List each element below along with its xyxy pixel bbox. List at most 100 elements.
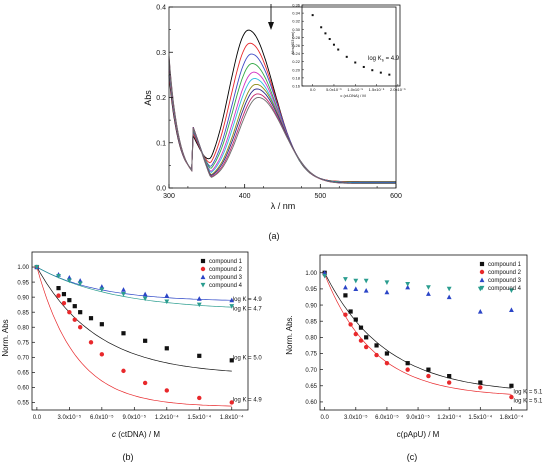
inset-annotation: log Kb = 4.9 <box>368 56 400 63</box>
spectrum-line-10 <box>168 55 396 184</box>
panel-c-x-tick-label: 0.0 <box>320 415 329 421</box>
panel-b-x-tick-label: 1.8x10⁻⁴ <box>220 414 244 421</box>
panel-b-data-point <box>121 331 126 336</box>
panel-b-data-point <box>121 368 126 374</box>
panel-b-y-tick-label: 0.60 <box>17 386 29 392</box>
panel-a-x-axis-label: λ / nm <box>271 201 296 211</box>
panel-b-data-point <box>197 353 202 358</box>
panel-c-y-axis-label: Norm. Abs. <box>285 315 294 355</box>
panel-b-data-point <box>164 346 169 351</box>
panel-b-data-point <box>164 293 170 298</box>
panel-b-data-point <box>88 340 94 345</box>
inset-data-point <box>311 14 314 17</box>
panel-b-data-point <box>229 400 234 405</box>
panel-b-y-tick-label: 0.65 <box>17 371 29 377</box>
panel-b-data-point <box>229 297 235 303</box>
panel-b-data-point <box>77 325 83 330</box>
panel-c-data-point <box>353 317 358 322</box>
inset-x-tick-label: 0.0 <box>310 87 316 92</box>
spectrum-line-1 <box>168 29 396 183</box>
inset-y-tick-label: 0.16 <box>292 84 301 89</box>
panel-c-data-point <box>384 289 390 295</box>
panel-c-data-point <box>384 351 390 356</box>
panel-a-y-axis-label: Abs <box>143 90 153 106</box>
panel-a-x-tick-label: 500 <box>314 193 326 200</box>
panel-c-y-tick-label: 0.80 <box>305 336 317 342</box>
inset-x-tick-label: 2.0x10⁻⁵ <box>390 87 406 92</box>
panel-b-legend-marker <box>200 282 206 288</box>
panel-b-legend-label: compound 1 <box>209 259 243 265</box>
panel-c-data-point <box>405 367 410 372</box>
panel-a-y-tick-label: 0.3 <box>156 50 166 57</box>
panel-b-fit-curve-2 <box>36 266 232 407</box>
panel-c-data-point <box>358 325 364 330</box>
panel-b-y-tick-label: 0.95 <box>17 280 29 286</box>
spectrum-line-2 <box>168 42 396 183</box>
panel-c-data-point <box>509 288 514 294</box>
panel-c-legend-label: compound 4 <box>488 286 522 292</box>
panel-c-axes: 0.60 0.65 0.70 0.75 0.80 0.85 0.90 0.95 1.00 0.0 3… <box>305 254 528 421</box>
panel-c-annotations: log K = 5.1 log K = 5.1 <box>514 390 544 405</box>
panel-c-data-point <box>343 293 348 298</box>
panel-c-data-point <box>343 284 348 290</box>
panel-b-legend-label: compound 2 <box>209 267 243 273</box>
panel-a-uv-vis-spectra: 300 400 500 600 0.0 0.1 0.2 0.3 0.4 Abs λ / nm (… <box>143 3 406 242</box>
panel-b-y-tick-label: 0.75 <box>17 340 29 346</box>
panel-c-y-tick-label: 0.95 <box>305 287 317 293</box>
panel-c-data-point <box>478 380 483 385</box>
panel-c-data-point <box>363 344 369 350</box>
panel-a-y-tick-label: 0.0 <box>156 186 166 193</box>
panel-b-data-point <box>142 380 148 386</box>
panel-b-data-point <box>121 292 126 297</box>
inset-x-tick-label: 1.5x10⁻⁵ <box>369 87 385 92</box>
panel-b-data-point <box>77 281 83 287</box>
panel-b-data-point <box>229 358 234 363</box>
panel-c-data-point <box>426 285 431 290</box>
inset-y-axis-label: Abs(403 nm) <box>290 31 295 55</box>
inset-data-point <box>371 69 374 72</box>
panel-c-data-point <box>348 322 353 327</box>
panel-c-data-point <box>358 338 364 343</box>
panel-a-x-tick-label: 600 <box>390 193 402 200</box>
panel-b-data-point <box>143 338 148 343</box>
panel-b-legend-label: compound 3 <box>209 275 243 281</box>
panel-c-legend-marker <box>479 269 485 275</box>
panel-c-fit-curve-2 <box>324 274 512 395</box>
panel-b-y-tick-label: 0.55 <box>17 401 29 407</box>
panel-b-x-axis-label: c (ctDNA) / M <box>112 430 160 439</box>
panel-c-data-point <box>374 343 379 348</box>
decreasing-absorbance-arrow <box>268 4 274 30</box>
panel-b-y-tick-label: 1.00 <box>17 265 29 271</box>
panel-b-data-point <box>99 322 104 327</box>
panel-b-data-point <box>61 300 67 306</box>
panel-c-caption: (c) <box>407 452 418 462</box>
panel-b-x-tick-label: 1.2x10⁻⁴ <box>155 414 179 421</box>
inset-y-tick-label: 0.34 <box>292 11 301 16</box>
inset-data-point <box>354 61 357 64</box>
panel-a-x-tick-label: 400 <box>239 193 251 200</box>
panel-c-x-tick-label: 9.0x10⁻⁵ <box>406 414 430 421</box>
panel-b-data-point <box>99 287 105 293</box>
inset-y-tick-label: 0.32 <box>292 19 301 24</box>
panel-c-y-tick-label: 1.00 <box>305 271 317 277</box>
spectrum-line-5 <box>168 63 396 184</box>
panel-c-data-point <box>426 373 431 379</box>
panel-c-log-k-label: log K = 5.1 <box>514 399 544 405</box>
panel-b-annotations: log K = 4.9 log K = 4.7 log K = 5.0 log K =… <box>233 297 263 403</box>
panel-a-caption: (a) <box>269 231 280 241</box>
panel-b-x-tick-label: 1.5x10⁻⁴ <box>187 414 211 421</box>
panel-b-caption: (b) <box>123 452 134 462</box>
panel-b-data-points <box>34 264 235 405</box>
panel-c-data-point <box>509 394 514 400</box>
panel-c-y-tick-label: 0.70 <box>305 368 317 374</box>
panel-b-data-point <box>121 287 126 292</box>
panel-c-y-tick-label: 0.85 <box>305 319 317 325</box>
panel-b-data-point <box>142 291 148 297</box>
panel-b-data-point <box>78 310 83 315</box>
panel-c-y-tick-label: 0.65 <box>305 384 317 390</box>
panel-c-y-tick-label: 0.75 <box>305 352 317 358</box>
panel-c-data-point <box>446 286 452 292</box>
panel-c-data-point <box>447 373 452 379</box>
panel-c-data-point <box>405 361 410 366</box>
panel-c-fit-curves <box>324 272 512 395</box>
